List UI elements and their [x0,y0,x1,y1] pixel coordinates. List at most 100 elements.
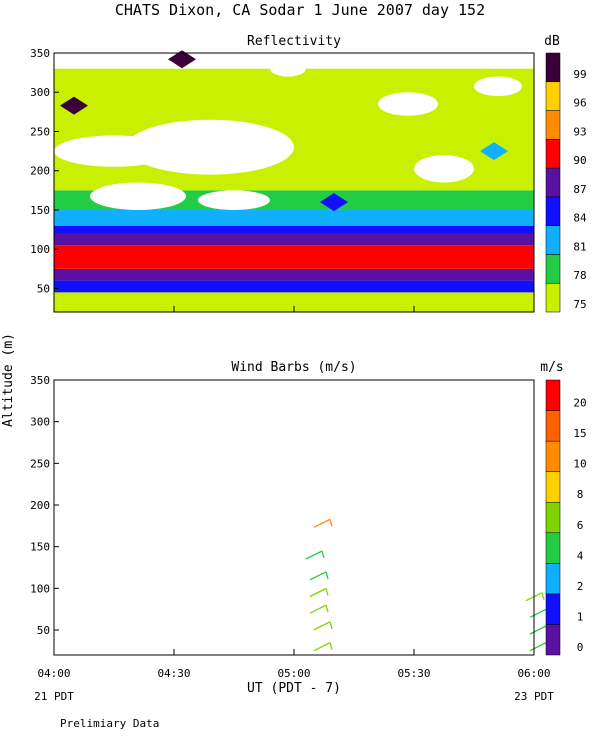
colorbar-label: 8 [577,488,584,501]
x-tick-label: 05:00 [277,667,310,680]
reflectivity-feature [320,193,348,212]
y-tick-label: 300 [30,416,50,429]
wind-unit: m/s [540,360,563,375]
wind-barb-flag [329,519,333,527]
wind-barb [309,571,327,581]
wind-barb-flag [321,550,325,559]
colorbar-label: 6 [577,519,584,532]
colorbar-label: 90 [573,154,586,167]
y-axis-label: Altitude (m) [1,333,16,427]
reflectivity-band [54,280,534,293]
colorbar-label: 0 [577,641,584,654]
plot-frame [53,379,535,656]
y-tick-label: 50 [37,624,50,637]
reflectivity-feature [60,96,88,115]
wind-barb [309,587,327,598]
wind-barb [313,621,331,631]
x-sub-left: 21 PDT [34,690,74,703]
wind-barb-flag [329,642,333,650]
colorbar-swatch [545,81,561,111]
colorbar-label: 10 [573,458,586,471]
colorbar-swatch [545,440,561,472]
colorbar-label: 96 [573,97,586,110]
colorbar-swatch [545,593,561,625]
y-tick-label: 200 [30,165,50,178]
reflectivity-gap [198,190,270,210]
y-tick-label: 350 [30,374,50,387]
y-tick-label: 150 [30,204,50,217]
wind-barb-flag [541,592,545,600]
wind-barb [529,642,547,652]
reflectivity-plot: 50 100 150 200 250 300 350 75 78 81 84 87 90 93 96 99 [30,47,587,313]
y-tick-label: 50 [37,282,50,295]
colorbar-label: 87 [573,183,586,196]
colorbar-label: 84 [573,212,587,225]
y-tick-label: 100 [30,582,50,595]
preliminary-note: Prelimiary Data [60,717,159,730]
colorbar-swatch [545,139,561,169]
colorbar-swatch [545,532,561,564]
reflectivity-band [54,233,534,246]
reflectivity-gap [90,182,186,210]
wind-barb-flag [325,604,329,613]
y-tick-label: 200 [30,499,50,512]
reflectivity-gap [414,155,474,183]
x-tick-label: 05:30 [397,667,430,680]
colorbar-label: 4 [577,549,584,562]
colorbar-swatch [545,563,561,595]
colorbar-swatch [545,501,561,534]
y-tick-label: 300 [30,86,50,99]
colorbar-swatch [545,379,561,411]
reflectivity-feature [480,142,508,161]
reflectivity-band [54,245,534,269]
y-tick-label: 350 [30,47,50,60]
colorbar-label: 99 [573,68,586,81]
reflectivity-unit: dB [544,34,560,49]
x-tick-label: 04:00 [37,667,70,680]
wind-barb [309,604,327,614]
colorbar-label: 2 [577,580,584,593]
x-axis-label: UT (PDT - 7) [247,681,341,696]
reflectivity-band [54,225,534,234]
x-tick-label: 04:30 [157,667,190,680]
y-tick-label: 250 [30,125,50,138]
wind-title: Wind Barbs (m/s) [231,360,356,375]
y-tick-label: 250 [30,457,50,470]
wind-barb [529,608,547,618]
wind-barb-flag [325,571,329,580]
colorbar-swatch [545,196,561,226]
colorbar-label: 78 [573,269,586,282]
colorbar-swatch [545,410,561,442]
colorbar-label: 81 [573,240,586,253]
reflectivity-gap [270,60,306,77]
wind-barb-flag [329,621,333,630]
colorbar-label: 1 [577,610,584,623]
colorbar-label: 15 [573,427,586,440]
reflectivity-gap [378,92,438,116]
reflectivity-title: Reflectivity [247,34,341,49]
colorbar-swatch [545,52,561,83]
wind-barb [305,550,323,560]
colorbar-swatch [545,225,561,255]
wind-barb-flag [325,588,329,596]
reflectivity-band [54,268,534,281]
wind-barb [529,625,547,635]
figure-title: CHATS Dixon, CA Sodar 1 June 2007 day 15… [115,1,485,19]
reflectivity-feature [168,50,196,69]
colorbar-label: 93 [573,125,586,138]
colorbar-swatch [545,282,561,313]
reflectivity-band [54,209,534,226]
colorbar-swatch [545,110,561,140]
colorbar-swatch [545,471,561,503]
colorbar-label: 20 [573,397,586,410]
x-tick-label: 06:00 [517,667,550,680]
x-sub-right: 23 PDT [514,690,554,703]
colorbar-label: 75 [573,298,586,311]
wind-barb [313,642,331,652]
colorbar-swatch [545,624,561,656]
reflectivity-gap [474,76,522,97]
wind-barb [313,518,331,528]
y-tick-label: 100 [30,243,50,256]
